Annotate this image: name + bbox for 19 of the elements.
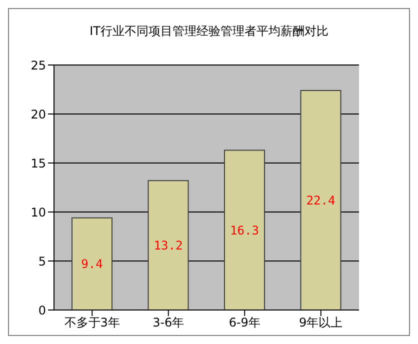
- x-tick-label: 不多于3年: [64, 316, 120, 330]
- data-label: 22.4: [306, 194, 336, 208]
- bar: [300, 90, 342, 310]
- y-tick-label: 0: [38, 303, 46, 318]
- y-tick-label: 5: [38, 254, 46, 268]
- x-tick-label: 6-9年: [228, 316, 260, 330]
- data-label: 13.2: [154, 238, 183, 253]
- bar: [224, 150, 265, 310]
- bar: [148, 180, 189, 310]
- y-tick-label: 15: [30, 156, 46, 170]
- data-label: 16.3: [230, 223, 259, 238]
- data-label: 9.4: [81, 257, 103, 272]
- chart-title: IT行业不同项目管理经验管理者平均薪酬对比: [88, 23, 330, 40]
- y-tick-label: 20: [30, 107, 46, 122]
- bar: [72, 217, 112, 310]
- x-tick-label: 3-6年: [152, 316, 184, 330]
- y-tick-label: 25: [30, 58, 46, 72]
- x-tick-label: 9年以上: [299, 316, 343, 330]
- y-tick-label: 10: [30, 205, 46, 220]
